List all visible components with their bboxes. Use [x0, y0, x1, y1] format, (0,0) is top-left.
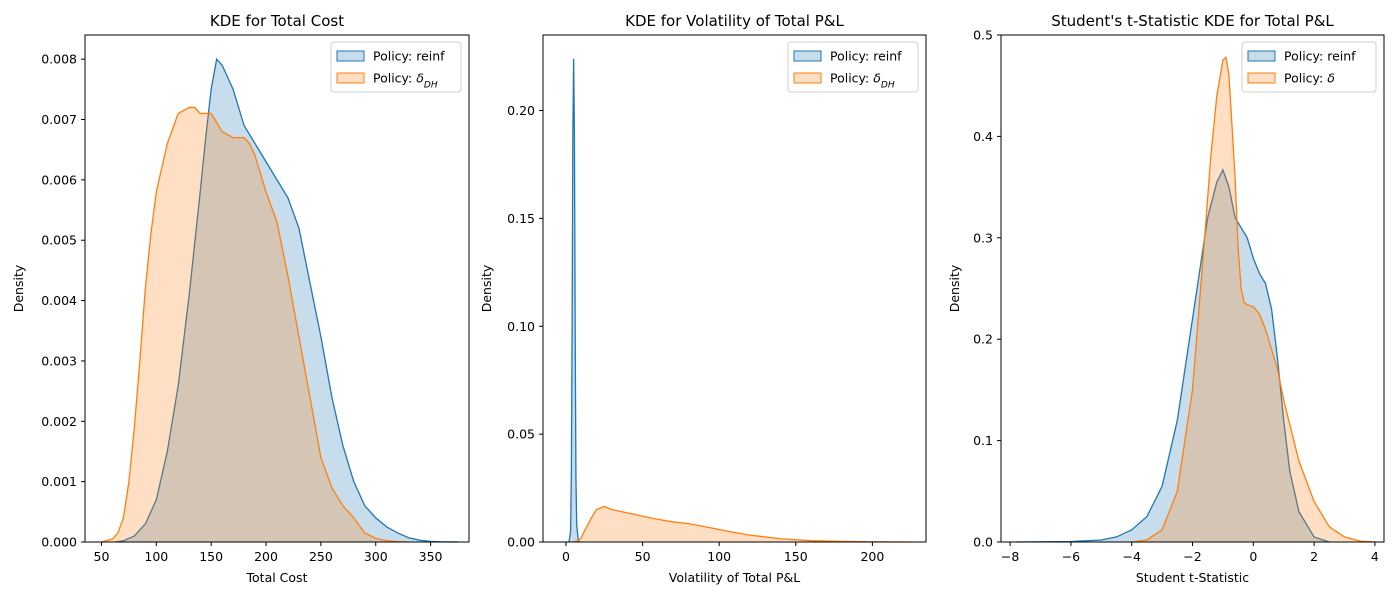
legend-swatch: [793, 72, 822, 84]
y-tick-label: 0.001: [41, 474, 77, 489]
chart-panel-1: 50 100 150 200 250 300 350 0.000 0.001 0.002 0.003…: [11, 12, 470, 585]
x-tick-label: −2: [1183, 549, 1201, 564]
x-tick-label: 50: [635, 549, 651, 564]
legend: Policy: reinf Policy: δ: [1241, 41, 1377, 93]
y-tick-label: 0.003: [41, 353, 77, 368]
y-axis-label: Density: [479, 264, 494, 312]
y-tick-label: 0.008: [41, 52, 77, 67]
chart-title: KDE for Volatility of Total P&L: [625, 12, 844, 30]
y-tick-label: 0.006: [41, 172, 77, 187]
x-tick-label: 350: [419, 549, 443, 564]
series-line-2: [101, 106, 409, 543]
axes-frame: [84, 34, 470, 543]
x-tick-label: 100: [707, 549, 731, 564]
legend-label: Policy: reinf: [1284, 49, 1356, 64]
y-axis-label: Density: [11, 264, 26, 312]
x-tick-label: 200: [254, 549, 278, 564]
x-tick-label: 300: [364, 549, 388, 564]
series-area-2: [101, 107, 409, 543]
series-line-1: [1016, 168, 1330, 543]
legend-label: Policy: δ: [1284, 71, 1335, 86]
series-area-2: [573, 506, 911, 542]
y-tick-label: 0.05: [507, 427, 535, 442]
y-tick-label: 0.2: [973, 332, 993, 347]
y-tick-label: 0.005: [41, 233, 77, 248]
y-axis-label: Density: [947, 264, 962, 312]
y-tick-label: 0.1: [973, 433, 993, 448]
x-tick-label: 4: [1371, 549, 1379, 564]
series-line-2: [573, 505, 911, 543]
chart-panel-3: −8 −6 −4 −2 0 2 4 0.0 0.1 0.2 0.3 0.4 0.5 Student's t…: [947, 12, 1385, 585]
x-axis-label: Total Cost: [246, 570, 308, 585]
x-tick-label: −4: [1122, 549, 1140, 564]
y-tick-label: 0.000: [41, 535, 77, 550]
x-tick-label: 150: [784, 549, 808, 564]
y-tick-label: 0.4: [973, 129, 993, 144]
x-tick-label: 50: [94, 549, 110, 564]
series-line-1: [568, 58, 581, 543]
x-tick-label: −6: [1062, 549, 1080, 564]
x-tick-label: 150: [199, 549, 223, 564]
y-tick-label: 0.004: [41, 293, 77, 308]
y-tick-label: 0.0: [973, 535, 993, 550]
chart-panel-2: 0 50 100 150 200 0.00 0.05 0.10 0.15 0.20 KDE for …: [479, 12, 927, 585]
y-tick-label: 0.20: [507, 103, 535, 118]
x-tick-label: 250: [309, 549, 333, 564]
y-tick-label: 0.002: [41, 414, 77, 429]
y-tick-label: 0.10: [507, 319, 535, 334]
legend-swatch: [336, 72, 365, 84]
legend-swatch: [1247, 50, 1276, 62]
series-area-1: [1016, 169, 1330, 543]
y-tick-label: 0.00: [507, 535, 535, 550]
x-axis-label: Student t-Statistic: [1136, 570, 1249, 585]
x-tick-label: 0: [1249, 549, 1257, 564]
legend-label: Policy: reinf: [373, 49, 445, 64]
x-axis-label: Volatility of Total P&L: [669, 570, 800, 585]
x-tick-label: −8: [1001, 549, 1019, 564]
x-tick-label: 2: [1310, 549, 1318, 564]
series-line-2: [1131, 55, 1375, 543]
x-tick-label: 0: [562, 549, 570, 564]
chart-title: Student's t-Statistic KDE for Total P&L: [1051, 12, 1334, 30]
axes-frame: [542, 34, 927, 543]
y-tick-label: 0.3: [973, 230, 993, 245]
legend-swatch: [793, 50, 822, 62]
chart-title: KDE for Total Cost: [210, 12, 344, 30]
series-line-1: [115, 57, 459, 543]
legend-swatch: [1247, 72, 1276, 84]
legend-label: Policy: reinf: [830, 49, 902, 64]
series-area-2: [1131, 57, 1375, 543]
y-tick-label: 0.15: [507, 211, 535, 226]
legend-swatch: [336, 50, 365, 62]
y-tick-label: 0.5: [973, 28, 993, 43]
x-tick-label: 200: [860, 549, 884, 564]
y-tick-label: 0.007: [41, 112, 77, 127]
series-area-1: [115, 59, 459, 542]
x-tick-label: 100: [144, 549, 168, 564]
